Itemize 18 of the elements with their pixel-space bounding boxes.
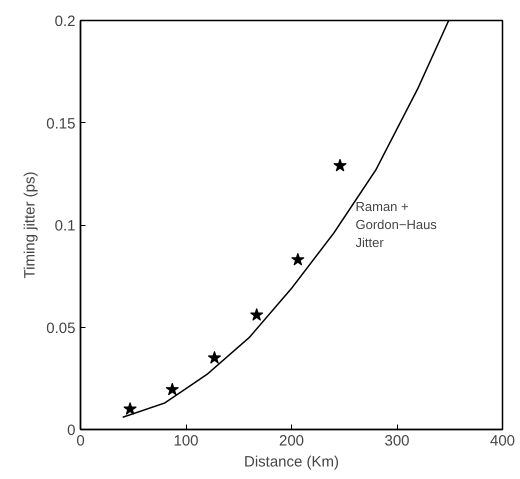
y-tick-label: 0.2	[54, 13, 76, 30]
x-tick-label: 200	[278, 432, 304, 450]
y-tick-label: 0	[67, 422, 76, 439]
y-axis-title: Timing jitter (ps)	[21, 172, 38, 278]
x-tick-label: 400	[490, 432, 516, 450]
point	[166, 382, 179, 396]
y-tick-label: 0.05	[46, 320, 76, 337]
x-axis-title: Distance (Km)	[244, 454, 340, 470]
x-tick-label: 100	[173, 432, 199, 450]
y-tick-label: 0.1	[54, 218, 76, 234]
point	[250, 308, 264, 321]
y-tick-label: 0.15	[46, 115, 76, 132]
point	[333, 158, 347, 172]
annotation: Raman + Gordon−Haus Jitter	[356, 199, 438, 250]
point	[208, 350, 222, 364]
point	[123, 402, 137, 415]
point	[291, 252, 305, 266]
x-tick-label: 300	[384, 432, 410, 450]
